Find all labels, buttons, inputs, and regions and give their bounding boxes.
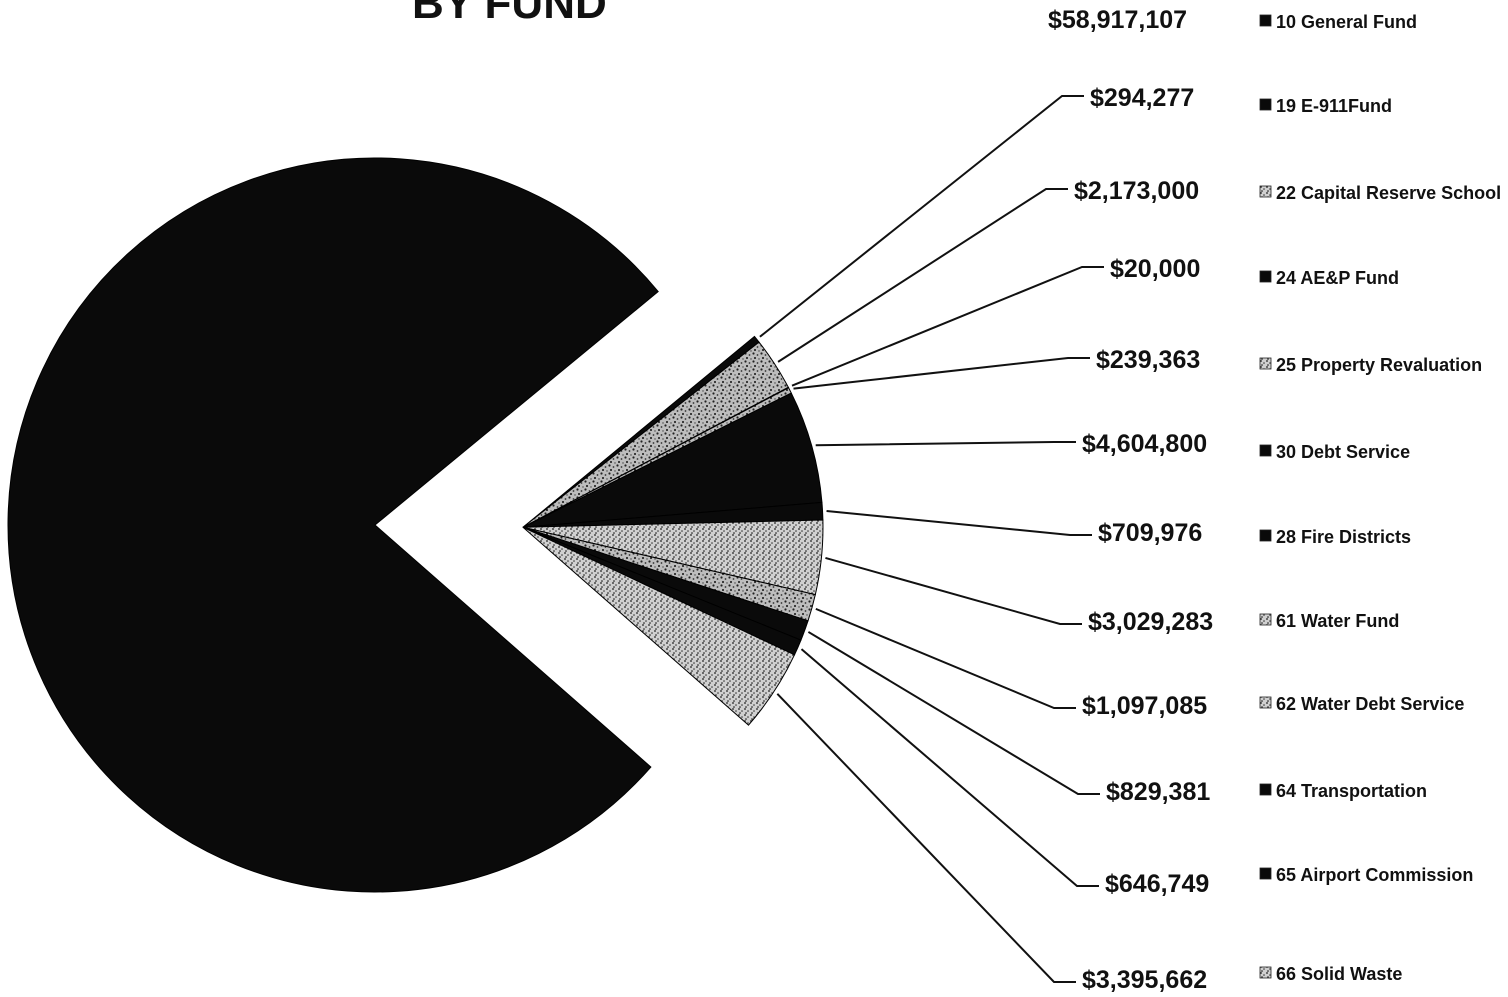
legend-swatch-25-property-revaluation [1259, 357, 1272, 370]
leader-line-62-water-debt-service [815, 607, 1076, 709]
legend-label-10-general-fund: 10 General Fund [1276, 12, 1417, 32]
leader-line-64-transportation [807, 631, 1100, 795]
leader-line-19-e-911fund [759, 95, 1084, 338]
legend-label-25-property-revaluation: 25 Property Revaluation [1276, 355, 1482, 375]
legend-swatch-30-debt-service [1259, 444, 1272, 457]
legend-swatch-65-airport-commission [1259, 867, 1272, 880]
legend-label-24-aeandp-fund: 24 AE&P Fund [1276, 268, 1399, 288]
leader-line-24-aeandp-fund [791, 266, 1104, 387]
pie-slice-10-general-fund [7, 157, 659, 893]
legend-label-65-airport-commission: 65 Airport Commission [1276, 865, 1473, 885]
legend-label-30-debt-service: 30 Debt Service [1276, 442, 1410, 462]
value-label-28-fire-districts: $709,976 [1098, 519, 1202, 547]
value-label-19-e-911fund: $294,277 [1090, 84, 1194, 112]
legend-label-19-e-911fund: 19 E-911Fund [1276, 96, 1392, 116]
value-label-66-solid-waste: $3,395,662 [1082, 966, 1207, 994]
value-labels: $58,917,107 $294,277 $2,173,000 $20,000 $239… [1048, 6, 1213, 994]
legend-label-66-solid-waste: 66 Solid Waste [1276, 964, 1402, 984]
leader-line-66-solid-waste [776, 693, 1076, 983]
leader-line-22-capital-reserve-school [777, 188, 1068, 363]
legend-label-61-water-fund: 61 Water Fund [1276, 611, 1399, 631]
pie-slice-66-solid-waste [522, 526, 796, 726]
legend-swatch-28-fire-districts [1259, 529, 1272, 542]
value-label-10-general-fund: $58,917,107 [1048, 6, 1187, 34]
pie-slices [7, 157, 824, 893]
legend-label-28-fire-districts: 28 Fire Districts [1276, 527, 1411, 547]
legend: 10 General Fund 19 E-911Fund 22 Capital Re… [1259, 12, 1501, 984]
legend-swatch-19-e-911fund [1259, 98, 1272, 111]
leader-line-61-water-fund [825, 556, 1082, 625]
value-label-64-transportation: $829,381 [1106, 778, 1210, 806]
legend-label-22-capital-reserve-school: 22 Capital Reserve School [1276, 183, 1501, 203]
legend-swatch-61-water-fund [1259, 613, 1272, 626]
leader-line-28-fire-districts [826, 509, 1092, 536]
leader-lines [759, 95, 1104, 983]
legend-swatch-66-solid-waste [1259, 966, 1272, 979]
value-label-25-property-revaluation: $239,363 [1096, 346, 1200, 374]
value-label-30-debt-service: $4,604,800 [1082, 430, 1207, 458]
value-label-65-airport-commission: $646,749 [1105, 870, 1209, 898]
value-label-22-capital-reserve-school: $2,173,000 [1074, 177, 1199, 205]
legend-swatch-22-capital-reserve-school [1259, 185, 1272, 198]
value-label-62-water-debt-service: $1,097,085 [1082, 692, 1207, 720]
legend-swatch-24-aeandp-fund [1259, 270, 1272, 283]
legend-label-64-transportation: 64 Transportation [1276, 781, 1427, 801]
leader-line-30-debt-service [815, 441, 1076, 447]
legend-label-62-water-debt-service: 62 Water Debt Service [1276, 694, 1464, 714]
legend-swatch-10-general-fund [1259, 14, 1272, 27]
chart-title: BY FUND [412, 0, 607, 28]
leader-line-25-property-revaluation [793, 357, 1090, 390]
value-label-24-aeandp-fund: $20,000 [1110, 255, 1200, 283]
leader-line-65-airport-commission [800, 648, 1099, 887]
value-label-61-water-fund: $3,029,283 [1088, 608, 1213, 636]
legend-swatch-64-transportation [1259, 783, 1272, 796]
legend-swatch-62-water-debt-service [1259, 696, 1272, 709]
